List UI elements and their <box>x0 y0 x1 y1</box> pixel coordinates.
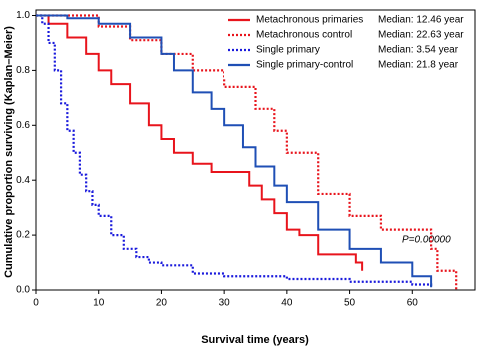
legend-label: Single primary <box>256 45 320 56</box>
legend-box <box>224 11 469 79</box>
plot-frame <box>35 9 476 291</box>
legend-label: Metachronous control <box>256 30 352 41</box>
x-tick-label: 50 <box>344 298 356 309</box>
x-tick-label: 60 <box>407 298 419 309</box>
y-tick-label: 0.8 <box>16 65 30 76</box>
y-tick-label: 0.2 <box>16 230 30 241</box>
legend-label: Metachronous primaries <box>256 15 363 26</box>
survival-curve <box>36 14 433 288</box>
x-tick-label: 0 <box>33 298 39 309</box>
legend-median: Median: 21.8 year <box>378 60 459 71</box>
legend-label: Single primary-control <box>256 60 353 71</box>
y-axis-title: Cumulative proportion surviving (Kaplan–… <box>3 26 15 278</box>
y-tick-label: 0.4 <box>16 175 30 186</box>
x-axis-title: Survival time (years) <box>201 334 309 346</box>
annotation: P=0.00000 <box>402 235 451 246</box>
legend-median: Median: 12.46 year <box>378 15 464 26</box>
y-tick-label: 0.0 <box>16 285 30 296</box>
x-tick-label: 30 <box>219 298 231 309</box>
y-tick-label: 0.6 <box>16 120 30 131</box>
survival-curve <box>36 14 364 271</box>
legend-median: Median: 22.63 year <box>378 30 464 41</box>
survival-curve <box>36 14 458 290</box>
x-tick-label: 40 <box>281 298 293 309</box>
legend-median: Median: 3.54 year <box>378 45 459 56</box>
x-tick-label: 10 <box>93 298 105 309</box>
x-tick-label: 20 <box>156 298 168 309</box>
y-tick-label: 1.0 <box>16 10 30 21</box>
